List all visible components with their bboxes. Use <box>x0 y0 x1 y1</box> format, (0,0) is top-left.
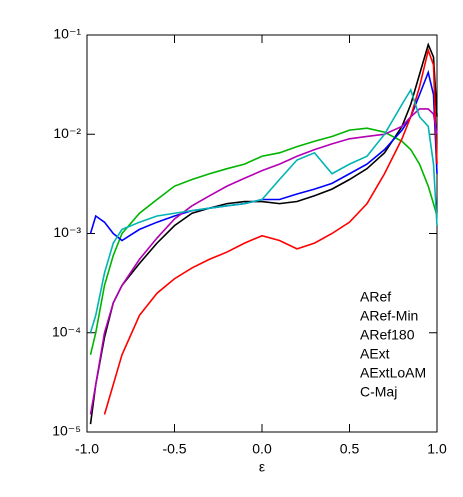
legend-label: AExt <box>360 346 390 362</box>
legend-label: C-Maj <box>360 384 397 400</box>
series-line <box>89 127 438 355</box>
series-line <box>89 87 438 333</box>
y-tick-label: 10⁻² <box>53 125 81 141</box>
y-tick-label: 10⁻³ <box>53 224 81 240</box>
y-tick-label: 10⁻⁵ <box>52 423 81 439</box>
x-tick-label: 0.0 <box>252 441 272 457</box>
x-tick-label: 0.5 <box>340 441 360 457</box>
y-tick-label: 10⁻⁴ <box>52 323 81 339</box>
x-tick-label: 1.0 <box>427 441 447 457</box>
series-line <box>89 108 438 415</box>
y-tick-label: 10⁻¹ <box>53 26 81 42</box>
series-line <box>103 47 438 415</box>
legend-label: AExtLoAM <box>360 365 426 381</box>
x-tick-label: -1.0 <box>75 441 99 457</box>
legend-label: ARef <box>360 289 391 305</box>
legend-label: ARef180 <box>360 327 415 343</box>
x-axis-label: ε <box>259 459 265 475</box>
legend-label: ARef-Min <box>360 308 418 324</box>
x-tick-label: -0.5 <box>162 441 186 457</box>
